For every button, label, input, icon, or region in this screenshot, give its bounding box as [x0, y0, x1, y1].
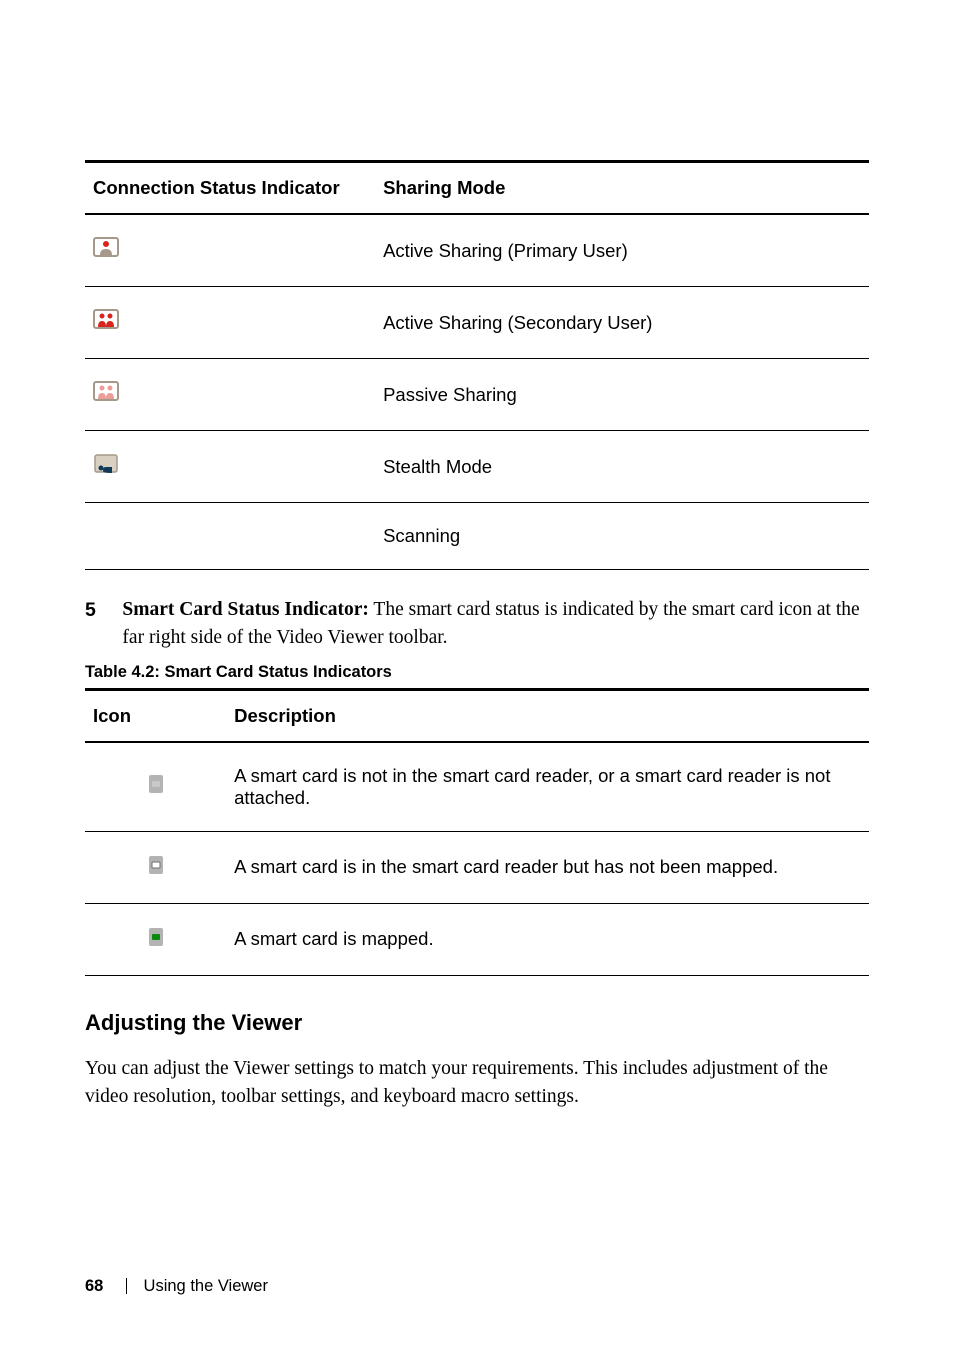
- sc-mapped-icon: [143, 931, 169, 952]
- section-paragraph: You can adjust the Viewer settings to ma…: [85, 1055, 869, 1112]
- table1-header-col1: Connection Status Indicator: [85, 162, 375, 215]
- table1-row4-label: Scanning: [375, 503, 869, 570]
- table-connection-status: Connection Status Indicator Sharing Mode…: [85, 160, 869, 570]
- table2-caption: Table 4.2: Smart Card Status Indicators: [85, 663, 869, 682]
- table-row: A smart card is not in the smart card re…: [85, 742, 869, 832]
- page-number: 68: [85, 1277, 103, 1295]
- table-row: Active Sharing (Secondary User): [85, 287, 869, 359]
- table1-row0-label: Active Sharing (Primary User): [375, 214, 869, 287]
- list-lead: Smart Card Status Indicator:: [122, 599, 368, 620]
- page-footer: 68 Using the Viewer: [85, 1277, 268, 1296]
- list-number: 5: [85, 596, 117, 624]
- list-item-5: 5 Smart Card Status Indicator: The smart…: [85, 596, 869, 653]
- conn-passive-icon: [93, 386, 119, 407]
- table2-header-col1: Icon: [85, 689, 226, 742]
- table2-row1-label: A smart card is in the smart card reader…: [226, 831, 869, 903]
- table2-row2-label: A smart card is mapped.: [226, 903, 869, 975]
- table-row: A smart card is in the smart card reader…: [85, 831, 869, 903]
- table1-row2-label: Passive Sharing: [375, 359, 869, 431]
- table1-header-col2: Sharing Mode: [375, 162, 869, 215]
- sc-notattached-icon: [143, 778, 169, 799]
- table-row: Active Sharing (Primary User): [85, 214, 869, 287]
- conn-primary-icon: [93, 242, 119, 263]
- table2-header-col2: Description: [226, 689, 869, 742]
- table2-row0-label: A smart card is not in the smart card re…: [226, 742, 869, 832]
- sc-notmapped-icon: [143, 859, 169, 880]
- table-row: Scanning: [85, 503, 869, 570]
- table-row: Stealth Mode: [85, 431, 869, 503]
- conn-secondary-icon: [93, 314, 119, 335]
- section-heading: Adjusting the Viewer: [85, 1010, 869, 1036]
- footer-divider: [126, 1278, 127, 1294]
- table1-row1-label: Active Sharing (Secondary User): [375, 287, 869, 359]
- table-smart-card-status: Icon Description A smart card is not in …: [85, 688, 869, 976]
- table-row: Passive Sharing: [85, 359, 869, 431]
- table1-row3-label: Stealth Mode: [375, 431, 869, 503]
- conn-stealth-icon: [93, 458, 119, 479]
- footer-section: Using the Viewer: [144, 1277, 268, 1295]
- table-row: A smart card is mapped.: [85, 903, 869, 975]
